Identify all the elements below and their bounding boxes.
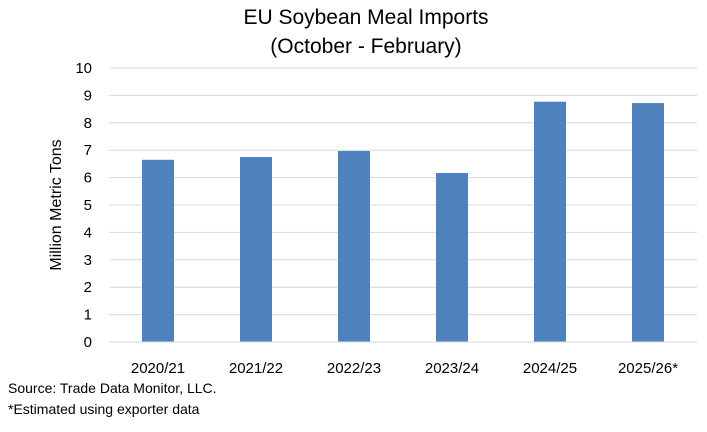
y-tick-label: 5	[84, 197, 92, 214]
y-tick-label: 8	[84, 115, 92, 132]
x-tick-label: 2023/24	[425, 360, 479, 377]
x-tick-label: 2025/26*	[618, 360, 678, 377]
chart-title: EU Soybean Meal Imports	[243, 6, 488, 29]
x-tick-label: 2022/23	[327, 360, 381, 377]
bar-2020-21	[142, 159, 174, 342]
y-tick-label: 9	[84, 87, 92, 104]
y-tick-label: 3	[84, 252, 92, 269]
gridlines	[109, 67, 697, 316]
source-note: Source: Trade Data Monitor, LLC.	[8, 380, 217, 396]
bar-2023-24	[436, 172, 468, 342]
y-tick-label: 10	[75, 60, 92, 77]
x-tick-label: 2024/25	[523, 360, 577, 377]
bars	[142, 101, 664, 343]
y-tick-label: 2	[84, 279, 92, 296]
y-axis-label: Million Metric Tons	[48, 139, 65, 270]
bar-2021-22	[240, 157, 272, 342]
bar-2024-25	[534, 101, 566, 343]
y-tick-label: 4	[84, 224, 92, 241]
x-tick-label: 2020/21	[131, 360, 185, 377]
y-tick-label: 0	[84, 334, 92, 351]
chart-subtitle: (October - February)	[270, 35, 461, 58]
y-tick-labels: 0 1 2 3 4 5 6 7 8 9 10	[75, 60, 92, 351]
estimate-note: *Estimated using exporter data	[8, 401, 200, 417]
x-tick-labels: 2020/21 2021/22 2022/23 2023/24 2024/25 2025/…	[131, 360, 678, 377]
y-tick-label: 1	[84, 307, 92, 324]
y-tick-label: 7	[84, 142, 92, 159]
x-tick-label: 2021/22	[229, 360, 283, 377]
bar-2022-23	[338, 151, 370, 342]
bar-2025-26-	[632, 103, 664, 343]
y-tick-label: 6	[84, 170, 92, 187]
